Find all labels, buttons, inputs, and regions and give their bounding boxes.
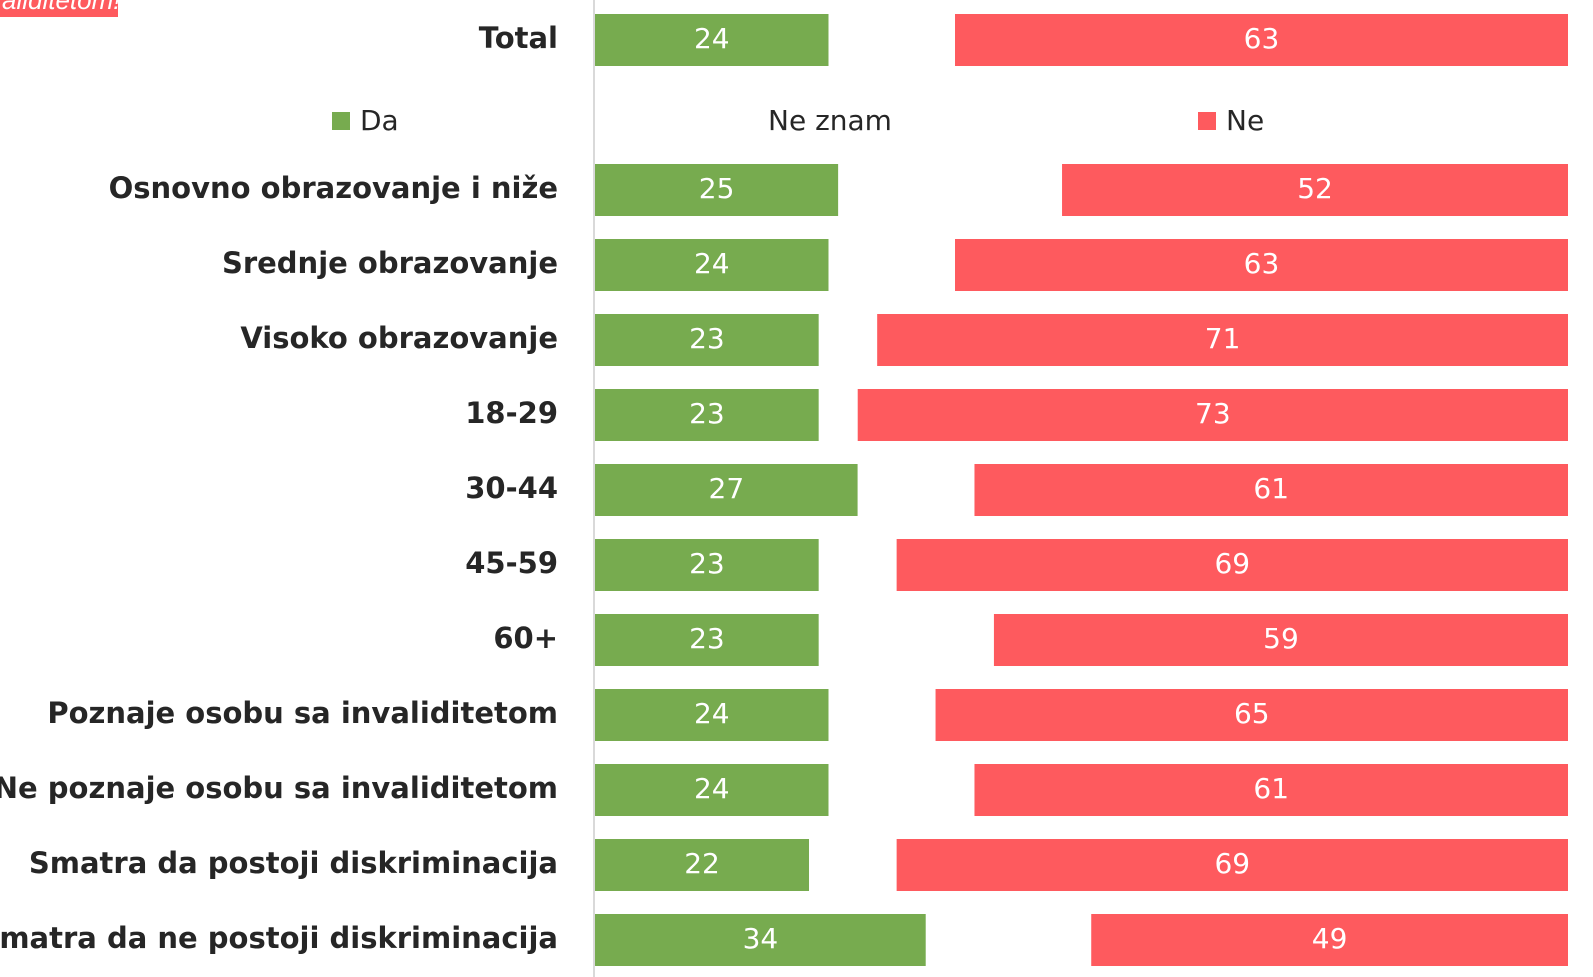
bar-segment: [896, 839, 1568, 891]
value-label: 73: [1195, 397, 1231, 430]
bar-segment: [595, 239, 829, 291]
value-label: 69: [1214, 547, 1250, 580]
bar-segment: [595, 164, 839, 216]
bar-segment: [857, 389, 1568, 441]
bar-segment: [925, 914, 1092, 966]
value-label: 59: [1263, 622, 1299, 655]
bar-segment: [993, 614, 1568, 666]
bar-segment: [838, 164, 1063, 216]
category-label: Poznaje osobu sa invaliditetom: [47, 696, 558, 730]
bar-segment: [595, 464, 858, 516]
chart-title: aliditetom!: [2, 0, 121, 15]
bar-segment: [828, 239, 956, 291]
bar-segment: [595, 539, 819, 591]
bar-segment: [809, 839, 897, 891]
bar-segment: [828, 689, 936, 741]
bar-segment: [595, 389, 819, 441]
category-label: Osnovno obrazovanje i niže: [109, 171, 558, 205]
value-label: 63: [1244, 247, 1280, 280]
category-label: 30-44: [465, 471, 558, 505]
legend-swatch: [740, 112, 758, 130]
bar-segment: [974, 464, 1568, 516]
title-box: [0, 0, 118, 17]
value-label: 23: [689, 622, 725, 655]
bar-segment: [595, 614, 819, 666]
bar-segment: [818, 314, 878, 366]
bar-segment: [877, 314, 1568, 366]
bar-segment: [955, 239, 1568, 291]
category-label: Ne poznaje osobu sa invaliditetom: [0, 771, 558, 805]
value-label: 25: [699, 172, 735, 205]
bar-segment: [828, 764, 975, 816]
bar-segment: [974, 764, 1568, 816]
bar-segment: [857, 464, 975, 516]
category-label: Visoko obrazovanje: [240, 321, 558, 355]
bar-segment: [595, 914, 926, 966]
value-label: 34: [743, 922, 779, 955]
category-label: Smatra da ne postoji diskriminacija: [0, 921, 558, 955]
value-label: 24: [694, 247, 730, 280]
value-label: 24: [694, 697, 730, 730]
bar-segment: [595, 314, 819, 366]
value-label: 69: [1214, 847, 1250, 880]
legend-label: Ne: [1226, 104, 1264, 137]
bar-segment: [828, 14, 956, 66]
value-label: 24: [694, 22, 730, 55]
bar-segment: [595, 14, 829, 66]
value-label: 27: [709, 472, 745, 505]
category-label: Total: [479, 21, 558, 55]
bar-segment: [1062, 164, 1568, 216]
category-label: Srednje obrazovanje: [222, 246, 558, 280]
category-label: 45-59: [465, 546, 558, 580]
value-label: 49: [1312, 922, 1348, 955]
bar-segment: [955, 14, 1568, 66]
bar-segment: [896, 539, 1568, 591]
bar-segment: [818, 539, 897, 591]
legend-label: Ne znam: [768, 104, 892, 137]
value-label: 63: [1244, 22, 1280, 55]
value-label: 23: [689, 547, 725, 580]
bar-segment: [595, 689, 829, 741]
bar-segment: [595, 764, 829, 816]
category-label: 60+: [493, 621, 558, 655]
bar-segment: [935, 689, 1568, 741]
category-label: Smatra da postoji diskriminacija: [29, 846, 558, 880]
bar-segment: [818, 614, 994, 666]
bar-segment: [595, 839, 810, 891]
value-label: 65: [1234, 697, 1270, 730]
value-label: 61: [1253, 472, 1289, 505]
bar-segment: [1091, 914, 1568, 966]
value-label: 23: [689, 322, 725, 355]
legend-label: Da: [360, 104, 399, 137]
bar-segment: [818, 389, 858, 441]
value-label: 23: [689, 397, 725, 430]
value-label: 71: [1205, 322, 1241, 355]
value-label: 52: [1297, 172, 1333, 205]
legend-swatch: [1198, 112, 1216, 130]
category-label: 18-29: [465, 396, 558, 430]
legend-swatch: [332, 112, 350, 130]
value-label: 24: [694, 772, 730, 805]
value-label: 22: [684, 847, 720, 880]
value-label: 61: [1253, 772, 1289, 805]
